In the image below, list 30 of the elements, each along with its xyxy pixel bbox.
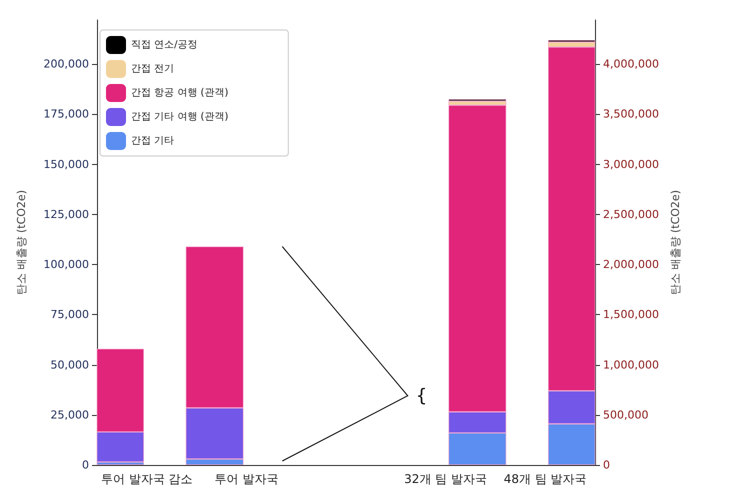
y-axis-title: 탄소 배출량 (tCO2e) xyxy=(15,190,28,295)
x-tick-label: 투어 발자국 xyxy=(214,472,278,486)
y2-tick-label: 2,000,000 xyxy=(603,258,659,272)
legend-label: 간접 기타 xyxy=(131,136,174,146)
y2-tick-label: 4,000,000 xyxy=(603,58,659,71)
annotation: { xyxy=(416,385,428,406)
y2-axis-title: 탄소 배출량 (tCO2e) xyxy=(668,190,682,295)
legend-label: 간접 항공 여행 (관객) xyxy=(131,88,228,98)
y2-tick-label: 1,000,000 xyxy=(603,358,659,372)
y-tick-label: 100,000 xyxy=(44,258,89,272)
y-tick-label: 0 xyxy=(82,458,89,472)
y-tick-label: 125,000 xyxy=(44,208,89,221)
y2-tick-label: 0 xyxy=(603,458,610,472)
y-tick-label: 25,000 xyxy=(50,408,89,422)
y-tick-label: 50,000 xyxy=(50,358,89,372)
y-tick-label: 200,000 xyxy=(44,58,89,71)
y-tick-label: 75,000 xyxy=(50,308,89,322)
legend-label: 간접 기타 여행 (관객) xyxy=(131,112,228,122)
y2-tick-label: 500,000 xyxy=(603,408,648,422)
y2-tick-label: 3,500,000 xyxy=(603,108,659,121)
legend-label: 직접 연소/공정 xyxy=(131,40,198,50)
x-tick-label: 48개 팀 발자국 xyxy=(504,472,587,486)
x-tick-label: 투어 발자국 감소 xyxy=(100,472,193,486)
y2-tick-label: 1,500,000 xyxy=(603,308,659,322)
y-tick-label: 175,000 xyxy=(44,108,89,121)
legend-label: 간접 전기 xyxy=(131,64,174,74)
y2-tick-label: 3,000,000 xyxy=(603,158,659,171)
x-tick-label: 32개 팀 발자국 xyxy=(404,472,488,486)
y-tick-label: 150,000 xyxy=(44,158,89,171)
y2-tick-label: 2,500,000 xyxy=(603,208,659,221)
